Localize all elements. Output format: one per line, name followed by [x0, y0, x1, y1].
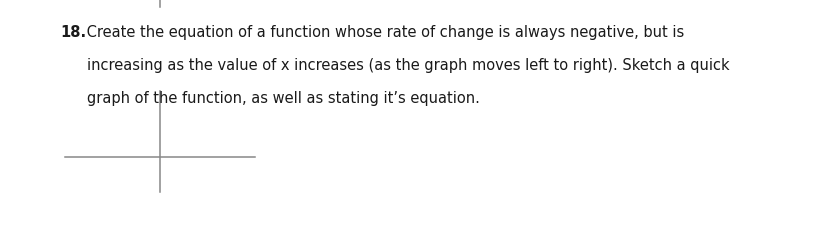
Text: graph of the function, as well as stating it’s equation.: graph of the function, as well as statin…	[87, 91, 479, 106]
Text: increasing as the value of x increases (as the graph moves left to right). Sketc: increasing as the value of x increases (…	[87, 58, 729, 73]
Text: 18.: 18.	[60, 25, 87, 40]
Text: Create the equation of a function whose rate of change is always negative, but i: Create the equation of a function whose …	[82, 25, 683, 40]
